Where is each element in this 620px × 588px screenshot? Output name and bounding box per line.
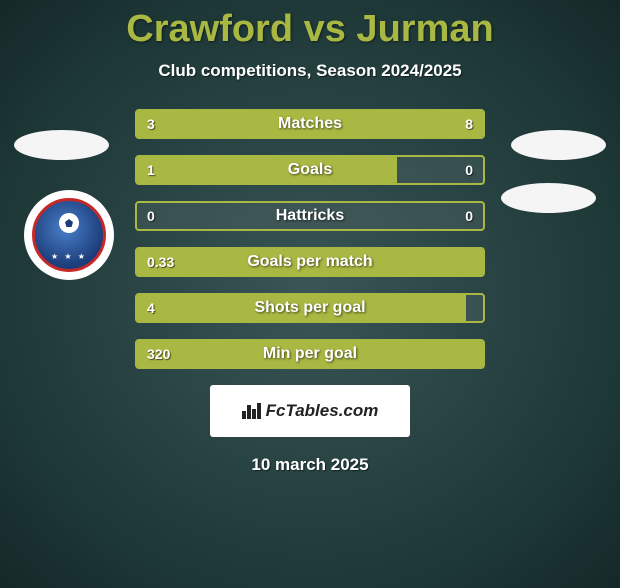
adelaide-badge: ★ ★ ★ [32,198,106,272]
stat-right-value [463,341,483,367]
stat-right-value: 0 [455,203,483,229]
stat-label: Min per goal [137,341,483,367]
attribution-badge: FcTables.com [210,385,410,437]
stat-right-value [463,249,483,275]
stat-label: Matches [137,111,483,137]
stat-row-min-per-goal: 320 Min per goal [135,339,485,369]
stat-right-value: 8 [455,111,483,137]
stat-label: Goals [137,157,483,183]
stat-row-shots-per-goal: 4 Shots per goal [135,293,485,323]
stars-icon: ★ ★ ★ [35,252,103,261]
stat-row-goals-per-match: 0.33 Goals per match [135,247,485,277]
player-left-placeholder [14,130,109,160]
subtitle: Club competitions, Season 2024/2025 [0,61,620,81]
stat-label: Shots per goal [137,295,483,321]
attribution-text: FcTables.com [266,401,379,421]
stat-right-value: 0 [455,157,483,183]
stats-bars: 3 Matches 8 1 Goals 0 0 Hattricks 0 0.33… [135,109,485,369]
stat-row-goals: 1 Goals 0 [135,155,485,185]
ball-icon [59,213,79,233]
player-right-placeholder [511,130,606,160]
stat-label: Hattricks [137,203,483,229]
stat-label: Goals per match [137,249,483,275]
club-logo-right-placeholder [501,183,596,213]
stat-right-value [463,295,483,321]
bars-icon [242,403,262,419]
club-logo-left: ★ ★ ★ [24,190,114,280]
stat-row-matches: 3 Matches 8 [135,109,485,139]
stat-row-hattricks: 0 Hattricks 0 [135,201,485,231]
page-title: Crawford vs Jurman [0,8,620,51]
date-text: 10 march 2025 [0,455,620,475]
